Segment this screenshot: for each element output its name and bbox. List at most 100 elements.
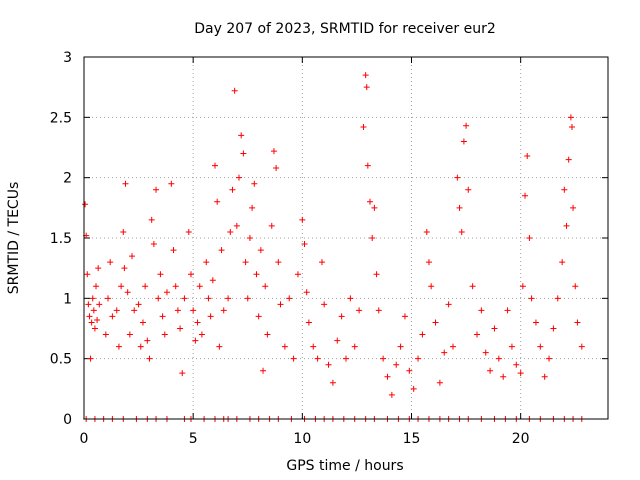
data-point — [244, 295, 251, 302]
data-point — [148, 216, 155, 223]
plot-frame — [83, 56, 609, 420]
data-point — [546, 355, 553, 362]
data-point — [253, 271, 260, 278]
data-point — [419, 331, 426, 338]
data-point — [318, 259, 325, 266]
data-point — [150, 241, 157, 248]
data-point — [277, 301, 284, 308]
data-point — [367, 198, 374, 205]
data-point — [393, 361, 400, 368]
data-point — [94, 317, 101, 324]
data-point — [356, 307, 363, 314]
data-point — [246, 235, 253, 241]
data-point — [474, 331, 480, 338]
data-point — [118, 283, 125, 290]
data-point — [203, 259, 210, 266]
data-point — [550, 325, 557, 332]
data-point — [290, 355, 297, 362]
data-point — [528, 295, 535, 302]
data-point — [371, 204, 378, 211]
data-point — [102, 331, 109, 338]
data-point — [142, 283, 149, 290]
data-point — [425, 259, 432, 266]
data-point — [163, 289, 170, 296]
data-point — [220, 307, 227, 314]
data-point — [436, 379, 443, 386]
data-point — [238, 132, 245, 139]
data-point — [454, 174, 461, 181]
data-point — [469, 283, 476, 290]
data-point — [85, 301, 92, 308]
data-point — [157, 271, 164, 278]
data-point — [508, 343, 515, 350]
data-point — [369, 235, 376, 241]
data-point — [86, 313, 93, 320]
data-point — [294, 271, 301, 278]
data-point — [565, 156, 572, 163]
data-point — [406, 367, 413, 374]
data-point — [137, 343, 144, 350]
data-point — [181, 295, 188, 302]
data-point — [205, 295, 212, 302]
data-point — [401, 313, 408, 320]
data-point — [262, 283, 269, 290]
data-point — [310, 343, 317, 350]
data-point — [194, 319, 201, 326]
data-point — [90, 307, 97, 314]
data-point — [415, 355, 422, 362]
data-point — [93, 283, 100, 290]
data-point — [96, 301, 103, 308]
data-point — [561, 186, 568, 193]
data-point — [343, 355, 349, 362]
data-point — [84, 271, 91, 278]
data-point — [190, 307, 197, 314]
data-point — [240, 150, 247, 157]
data-point — [242, 259, 249, 266]
data-point — [257, 247, 264, 254]
data-point — [325, 361, 332, 368]
data-point — [487, 367, 494, 374]
data-point — [360, 123, 367, 130]
x-tick-label: 15 — [403, 431, 421, 447]
data-point — [214, 198, 221, 205]
data-point — [255, 313, 262, 320]
data-point — [373, 271, 380, 278]
x-axis-label: GPS time / hours — [286, 458, 403, 474]
data-point — [559, 259, 566, 266]
y-tick-label: 1 — [63, 291, 72, 307]
data-point — [491, 325, 498, 332]
data-point — [314, 355, 321, 362]
data-point — [432, 319, 439, 326]
data-point — [249, 204, 256, 211]
data-point — [517, 370, 524, 377]
data-point — [347, 295, 354, 302]
data-point — [554, 295, 561, 302]
data-point — [526, 235, 533, 241]
data-point — [578, 343, 585, 350]
data-point — [410, 385, 417, 392]
data-point — [126, 331, 133, 338]
data-point — [82, 201, 89, 208]
data-point — [139, 319, 146, 326]
data-point — [478, 307, 485, 314]
data-point — [570, 204, 577, 211]
data-point — [273, 165, 280, 172]
data-point — [209, 277, 216, 284]
data-point — [229, 186, 236, 193]
data-point — [159, 313, 166, 320]
data-point — [198, 331, 205, 338]
data-point — [135, 301, 142, 308]
data-point — [216, 343, 223, 350]
data-point — [260, 367, 267, 374]
y-tick-label: 2.5 — [50, 110, 72, 126]
data-point — [107, 259, 114, 266]
data-point — [172, 283, 179, 290]
data-point — [179, 370, 186, 377]
data-point — [305, 319, 312, 326]
data-point — [364, 162, 371, 169]
data-point — [115, 343, 122, 350]
data-point — [567, 114, 574, 121]
data-point — [144, 337, 151, 344]
data-point — [105, 295, 112, 302]
